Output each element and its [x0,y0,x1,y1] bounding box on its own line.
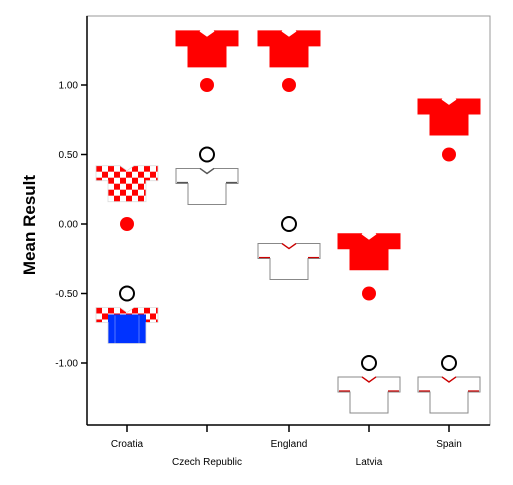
x-tick-label: Latvia [356,457,383,468]
shirt-marker-latvia [337,376,401,414]
plot-area: 1.00 0.50 0.00 -0.50 -1.00 Croatia Czech Repub… [55,15,491,468]
shirt-collar [281,30,297,37]
mean-point-filled [120,217,134,231]
shirt-marker-czech-republic [175,167,239,205]
check-square [120,177,126,184]
check-square [138,183,144,190]
mean-point-open [361,355,377,371]
check-square [108,307,114,314]
x-tick-label: Spain [436,439,462,450]
x-tick-label: England [271,439,308,450]
shirt-marker-spain [417,376,481,414]
check-square [108,165,114,172]
check-square [120,189,126,196]
check-square [102,171,108,178]
y-tick-label: 1.00 [59,81,79,92]
shirt-marker-england [257,30,321,68]
check-square [144,165,150,172]
check-square [108,177,114,184]
mean-point-open [199,146,215,163]
shirt-outline [95,165,159,203]
shirt-collar [199,167,215,175]
y-tick-label: -1.00 [55,359,78,370]
shirt-collar [199,30,215,37]
check-square [114,183,120,190]
shirt-collar [281,242,297,250]
check-square [120,307,126,314]
check-square [120,165,126,172]
check-square [156,165,158,172]
shirt-collar [441,98,457,105]
mean-point-open [441,355,457,371]
x-tick-label: Croatia [111,439,144,450]
check-square [108,189,114,196]
check-square [132,177,138,184]
check-square [126,195,132,202]
mean-point-filled [362,286,376,301]
y-tick-label: 0.00 [59,220,79,231]
check-square [150,313,156,320]
check-square [96,307,102,314]
y-tick-label: 0.50 [59,150,79,161]
mean-point-open [119,285,135,302]
check-square [138,195,144,202]
check-square [150,171,156,178]
check-square [96,165,102,172]
shirt-marker-czech-republic [175,30,239,68]
shirt-marker-latvia [337,233,401,271]
y-axis-title: Mean Result [20,175,39,275]
check-square [132,307,138,314]
check-square [138,171,144,178]
shirt-collar [361,233,377,240]
shirt-marker-spain [417,98,481,136]
check-square [132,189,138,196]
check-square [114,171,120,178]
shirt-collar [361,376,377,383]
check-square [144,307,150,314]
check-square [102,313,108,320]
shirt-collar [441,376,457,383]
check-square [114,195,120,202]
mean-point-filled [282,78,296,92]
check-square [156,307,158,314]
x-tick-label: Czech Republic [172,457,242,468]
mean-point-filled [200,78,214,92]
shirt-outline [95,307,159,344]
shirt-blue-body [108,314,146,344]
check-square [126,171,132,178]
check-square [132,165,138,172]
y-tick-label: -0.50 [55,289,78,300]
mean-point-open [281,216,297,232]
mean-point-filled [442,147,456,162]
shirt-marker-england [257,242,321,281]
check-square [126,183,132,190]
